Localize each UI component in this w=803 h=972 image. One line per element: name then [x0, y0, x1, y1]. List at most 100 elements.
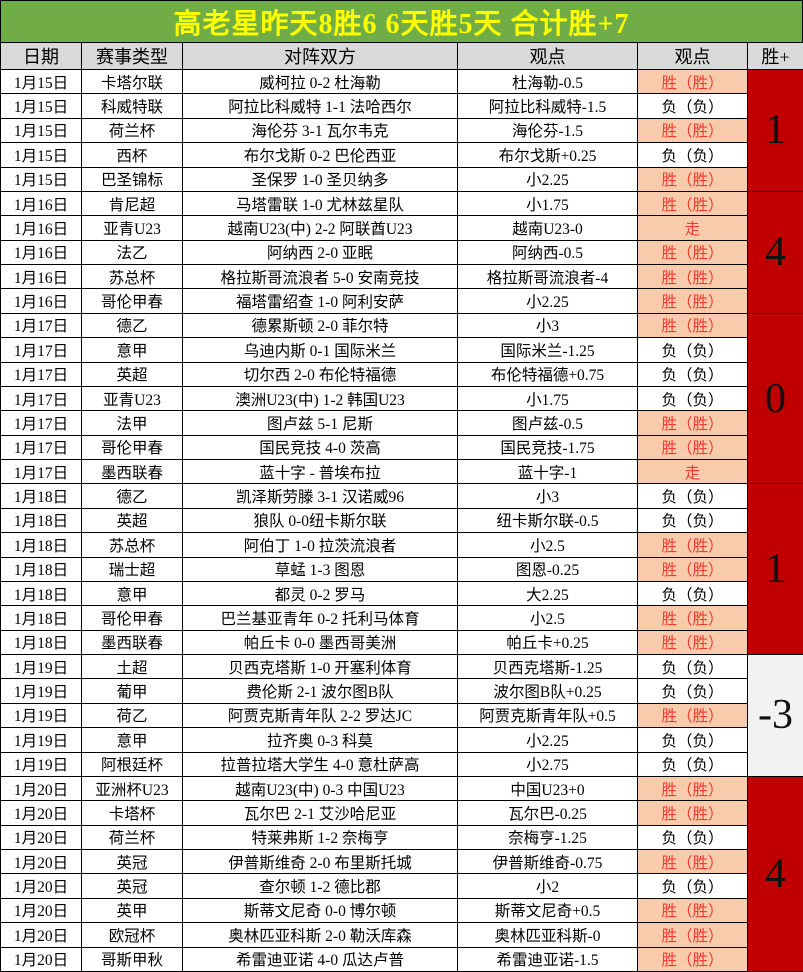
- date-cell: 1月19日: [0, 702, 82, 729]
- table-row: 1月20日 欧冠杯 奥林匹亚科斯 2-0 勒沃库森 奥林匹亚科斯-0 胜（胜）: [0, 922, 803, 948]
- table-row: 1月18日 瑞士超 草蜢 1-3 图恩 图恩-0.25 胜（胜）: [0, 556, 803, 582]
- match-cell: 草蜢 1-3 图恩: [182, 556, 458, 582]
- pick-cell: 小1.75: [457, 190, 638, 217]
- league-cell: 苏总杯: [81, 263, 183, 290]
- table-row: 1月15日 西杯 布尔戈斯 0-2 巴伦西亚 布尔戈斯+0.25 负（负）: [0, 142, 803, 168]
- score-cell: 4: [747, 190, 803, 314]
- league-cell: 英超: [81, 507, 183, 534]
- league-cell: 荷兰杯: [81, 824, 183, 851]
- table-row: 1月20日 卡塔杯 瓦尔巴 2-1 艾沙哈尼亚 瓦尔巴-0.25 胜（胜）: [0, 800, 803, 826]
- result-cell: 胜（胜）: [637, 532, 748, 558]
- result-cell: 负（负）: [637, 361, 748, 387]
- date-cell: 1月16日: [0, 288, 82, 314]
- league-cell: 意甲: [81, 337, 183, 363]
- date-cell: 1月20日: [0, 824, 82, 851]
- date-cell: 1月17日: [0, 410, 82, 436]
- result-cell: 负（负）: [637, 507, 748, 534]
- table-row: 1月16日 苏总杯 格拉斯哥流浪者 5-0 安南竞技 格拉斯哥流浪者-4 胜（胜）: [0, 263, 803, 290]
- pick-cell: 斯蒂文尼奇+0.5: [457, 897, 638, 924]
- pick-cell: 小2.25: [457, 166, 638, 192]
- date-cell: 1月20日: [0, 848, 82, 875]
- date-cell: 1月20日: [0, 800, 82, 826]
- table-row: 1月15日 荷兰杯 海伦芬 3-1 瓦尔韦克 海伦芬-1.5 胜（胜）: [0, 117, 803, 144]
- date-cell: 1月20日: [0, 873, 82, 899]
- results-table: 日期 赛事类型 对阵双方 观点 观点 胜+ 1月15日 卡塔尔联 威柯拉 0-2 杜…: [0, 42, 803, 972]
- result-cell: 负（负）: [637, 873, 748, 899]
- league-cell: 土超: [81, 653, 183, 680]
- pick-cell: 纽卡斯尔联-0.5: [457, 507, 638, 534]
- match-cell: 福塔雷绍查 1-0 阿利安萨: [182, 288, 458, 314]
- result-cell: 胜（胜）: [637, 702, 748, 729]
- col-header-date: 日期: [0, 42, 82, 70]
- table-row: 1月18日 哥伦甲春 巴兰基亚青年 0-2 托利马体育 小2.5 胜（胜）: [0, 605, 803, 631]
- pick-cell: 蓝十字-1: [457, 458, 638, 485]
- pick-cell: 布伦特福德+0.75: [457, 361, 638, 387]
- table-row: 1月20日 英冠 查尔顿 1-2 德比郡 小2 负（负）: [0, 873, 803, 899]
- league-cell: 法乙: [81, 239, 183, 266]
- score-cell: 4: [747, 775, 803, 972]
- match-cell: 乌迪内斯 0-1 国际米兰: [182, 337, 458, 363]
- pick-cell: 图卢兹-0.5: [457, 410, 638, 436]
- date-cell: 1月20日: [0, 775, 82, 802]
- match-cell: 拉普拉塔大学生 4-0 意杜萨高: [182, 751, 458, 777]
- table-row: 1月18日 苏总杯 阿伯丁 1-0 拉茨流浪者 小2.5 胜（胜）: [0, 532, 803, 558]
- league-cell: 科威特联: [81, 93, 183, 119]
- result-cell: 胜（胜）: [637, 946, 748, 972]
- match-cell: 伊普斯维奇 2-0 布里斯托城: [182, 848, 458, 875]
- date-cell: 1月16日: [0, 190, 82, 217]
- result-cell: 胜（胜）: [637, 556, 748, 582]
- match-cell: 马塔雷联 1-0 尤林兹星队: [182, 190, 458, 217]
- date-cell: 1月18日: [0, 629, 82, 656]
- result-cell: 胜（胜）: [637, 897, 748, 924]
- league-cell: 亚青U23: [81, 215, 183, 241]
- pick-cell: 伊普斯维奇-0.75: [457, 848, 638, 875]
- result-cell: 胜（胜）: [637, 434, 748, 461]
- table-header: 日期 赛事类型 对阵双方 观点 观点 胜+: [0, 42, 803, 70]
- result-cell: 负（负）: [637, 385, 748, 412]
- pick-cell: 海伦芬-1.5: [457, 117, 638, 144]
- table-row: 1月19日 土超 贝西克塔斯 1-0 开塞利体育 贝西克塔斯-1.25 负（负） -3: [0, 653, 803, 777]
- date-cell: 1月16日: [0, 215, 82, 241]
- result-cell: 负（负）: [637, 93, 748, 119]
- league-cell: 墨西联春: [81, 629, 183, 656]
- result-cell: 负（负）: [637, 142, 748, 168]
- league-cell: 巴圣锦标: [81, 166, 183, 192]
- col-header-pick: 观点: [457, 42, 638, 70]
- summary-banner-text: 高老星昨天8胜6 6天胜5天 合计胜+7: [173, 8, 630, 40]
- league-cell: 意甲: [81, 580, 183, 607]
- league-cell: 亚洲杯U23: [81, 775, 183, 802]
- score-cell: 0: [747, 312, 803, 485]
- pick-cell: 小3: [457, 312, 638, 339]
- pick-cell: 格拉斯哥流浪者-4: [457, 263, 638, 290]
- date-cell: 1月16日: [0, 263, 82, 290]
- score-cell: 1: [747, 69, 803, 192]
- league-cell: 肯尼超: [81, 190, 183, 217]
- table-row: 1月17日 法甲 图卢兹 5-1 尼斯 图卢兹-0.5 胜（胜）: [0, 410, 803, 436]
- date-cell: 1月18日: [0, 507, 82, 534]
- league-cell: 英冠: [81, 848, 183, 875]
- result-cell: 胜（胜）: [637, 605, 748, 631]
- table-row: 1月19日 葡甲 费伦斯 2-1 波尔图B队 波尔图B队+0.25 负（负）: [0, 678, 803, 704]
- result-cell: 胜（胜）: [637, 629, 748, 656]
- match-cell: 费伦斯 2-1 波尔图B队: [182, 678, 458, 704]
- match-cell: 格拉斯哥流浪者 5-0 安南竞技: [182, 263, 458, 290]
- date-cell: 1月17日: [0, 337, 82, 363]
- date-cell: 1月19日: [0, 751, 82, 777]
- result-cell: 负（负）: [637, 653, 748, 680]
- pick-cell: 小2: [457, 873, 638, 899]
- match-cell: 狼队 0-0纽卡斯尔联: [182, 507, 458, 534]
- league-cell: 英甲: [81, 897, 183, 924]
- date-cell: 1月17日: [0, 385, 82, 412]
- match-cell: 国民竞技 4-0 茨高: [182, 434, 458, 461]
- league-cell: 卡塔杯: [81, 800, 183, 826]
- date-cell: 1月18日: [0, 605, 82, 631]
- result-cell: 负（负）: [637, 751, 748, 777]
- match-cell: 瓦尔巴 2-1 艾沙哈尼亚: [182, 800, 458, 826]
- result-cell: 胜（胜）: [637, 312, 748, 339]
- result-cell: 负（负）: [637, 483, 748, 509]
- match-cell: 阿贾克斯青年队 2-2 罗达JC: [182, 702, 458, 729]
- table-row: 1月15日 卡塔尔联 威柯拉 0-2 杜海勒 杜海勒-0.5 胜（胜） 1: [0, 68, 803, 192]
- table-row: 1月19日 阿根廷杯 拉普拉塔大学生 4-0 意杜萨高 小2.75 负（负）: [0, 751, 803, 777]
- date-cell: 1月19日: [0, 678, 82, 704]
- date-cell: 1月18日: [0, 532, 82, 558]
